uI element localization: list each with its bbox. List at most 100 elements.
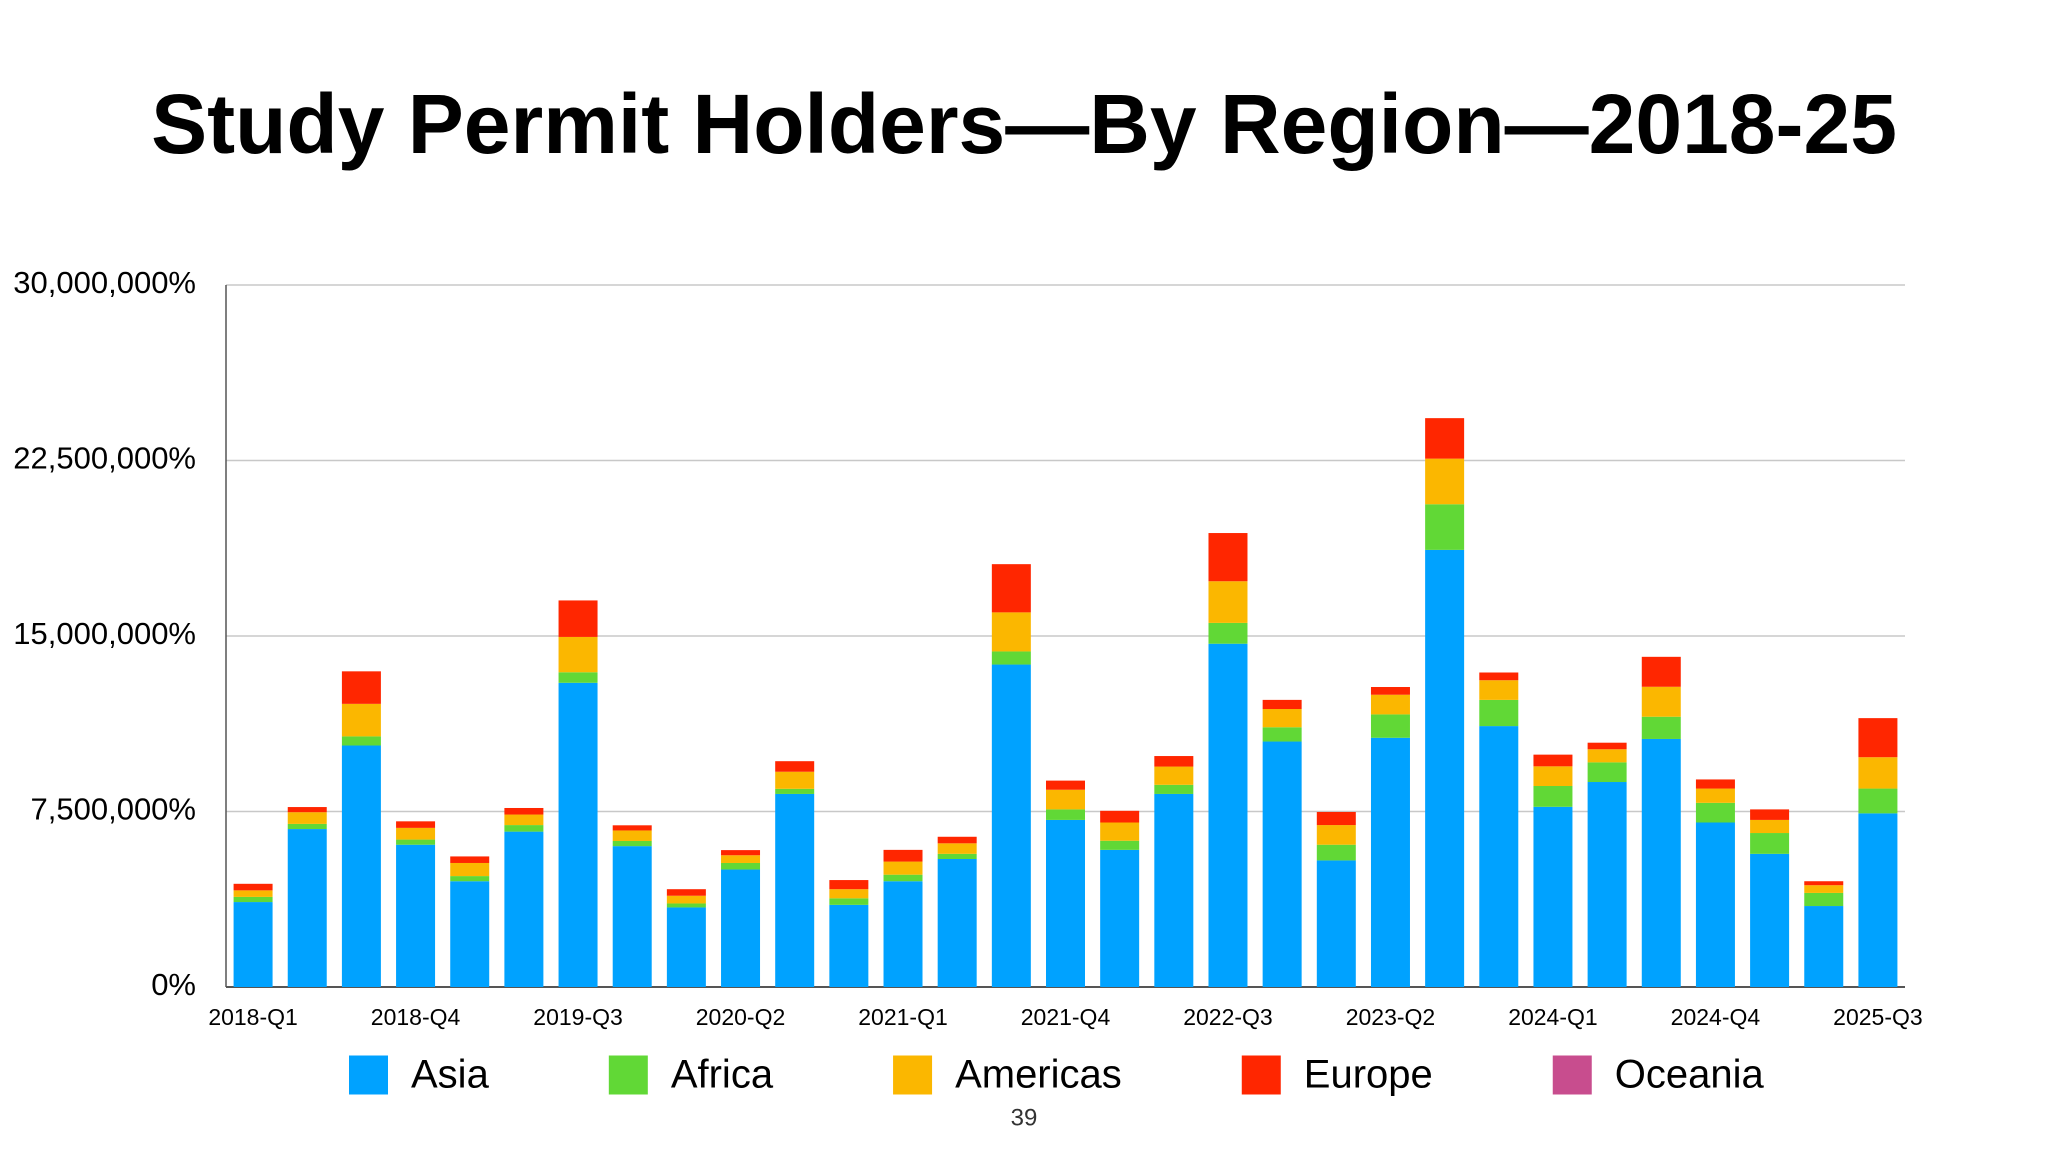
x-tick-label: 2024-Q1 xyxy=(1508,1004,1598,1030)
bar-segment xyxy=(1804,885,1844,893)
bar-segment xyxy=(450,881,490,987)
bar-segment xyxy=(721,850,761,856)
bar-segment xyxy=(775,761,815,772)
bar-segment xyxy=(612,830,652,841)
bar-segment xyxy=(1750,819,1790,834)
bar-segment xyxy=(829,904,869,987)
bar-segment xyxy=(341,671,381,704)
bar-segment xyxy=(1425,418,1465,459)
bar-segment xyxy=(1858,757,1898,789)
bar-segment xyxy=(991,651,1031,665)
bar-segment xyxy=(1641,686,1681,717)
bar-segment xyxy=(1479,680,1519,700)
page-number: 39 xyxy=(1011,1104,1038,1131)
y-tick-label: 7,500,000% xyxy=(31,792,196,827)
bar-segment xyxy=(1262,699,1302,710)
bar-segment xyxy=(883,861,923,875)
legend-swatch xyxy=(1241,1055,1281,1095)
bar-segment xyxy=(1370,694,1410,715)
bar-segment xyxy=(1641,656,1681,687)
bar-segment xyxy=(1154,784,1194,794)
bar-segment xyxy=(450,862,490,877)
bar-segment xyxy=(1533,806,1573,987)
legend-swatch xyxy=(1552,1055,1592,1095)
bar-segment xyxy=(1154,756,1194,767)
bar-segment xyxy=(233,896,273,903)
bar-segment xyxy=(721,869,761,987)
bar-segment xyxy=(1316,825,1356,845)
bar-segment xyxy=(1100,840,1140,850)
bar-segment xyxy=(450,876,490,882)
legend-label: Europe xyxy=(1304,1053,1433,1097)
bar-segment xyxy=(1858,813,1898,987)
bar-segment xyxy=(1587,742,1627,750)
bar-segment xyxy=(1208,643,1248,987)
bar-segment xyxy=(1695,822,1735,987)
bar-segment xyxy=(287,807,327,813)
bar-segment xyxy=(991,564,1031,613)
bar-segment xyxy=(1804,906,1844,987)
y-tick-label: 15,000,000% xyxy=(13,616,196,651)
bar-segment xyxy=(775,788,815,794)
bar-segment xyxy=(1208,622,1248,644)
bar-segment xyxy=(1479,699,1519,727)
bar-segment xyxy=(1100,810,1140,823)
bar-segment xyxy=(1208,533,1248,582)
bar-segment xyxy=(666,907,706,987)
bar-segment xyxy=(991,664,1031,987)
bar-segment xyxy=(341,745,381,987)
bar-segment xyxy=(829,880,869,890)
bar-segment xyxy=(1370,714,1410,738)
x-tick-label: 2018-Q1 xyxy=(208,1004,298,1030)
bar-segment xyxy=(1750,809,1790,820)
bar-segment xyxy=(775,793,815,987)
bar-segment xyxy=(666,903,706,908)
bar-segment xyxy=(1370,687,1410,695)
y-tick-label: 30,000,000% xyxy=(13,265,196,300)
x-tick-label: 2020-Q2 xyxy=(696,1004,786,1030)
bar-segment xyxy=(1533,766,1573,786)
legend-label: Africa xyxy=(671,1053,774,1097)
bar-segment xyxy=(721,855,761,863)
bar-segment xyxy=(612,825,652,831)
bar-segment xyxy=(1695,802,1735,823)
bar-segment xyxy=(1533,754,1573,767)
y-tick-label: 22,500,000% xyxy=(13,441,196,476)
bar-segment xyxy=(1587,782,1627,987)
bar-segment xyxy=(1262,709,1302,728)
legend-swatch xyxy=(349,1055,388,1095)
bar-segment xyxy=(883,849,923,862)
bar-segment xyxy=(233,902,273,987)
legend-swatch xyxy=(893,1055,933,1095)
bar-segment xyxy=(1587,762,1627,783)
bar-segment xyxy=(1154,793,1194,987)
bar-segment xyxy=(1750,833,1790,854)
bar-segment xyxy=(558,672,598,683)
x-tick-label: 2024-Q4 xyxy=(1671,1004,1761,1030)
bar-segment xyxy=(1425,504,1465,550)
bar-segment xyxy=(396,821,436,828)
bar-segment xyxy=(287,829,327,987)
bar-segment xyxy=(1533,785,1573,807)
bar-segment xyxy=(1695,788,1735,803)
bar-segment xyxy=(612,840,652,847)
x-tick-label: 2025-Q3 xyxy=(1833,1004,1923,1030)
legend-label: Asia xyxy=(411,1053,490,1097)
bar-segment xyxy=(721,862,761,870)
bar-segment xyxy=(287,823,327,830)
bar-segment xyxy=(1154,766,1194,785)
bar-segment xyxy=(287,812,327,824)
bar-segment xyxy=(1587,749,1627,763)
bar-segment xyxy=(1046,819,1085,987)
bar-segment xyxy=(612,846,652,987)
bar-segment xyxy=(1046,780,1085,790)
bar-segment xyxy=(829,889,869,899)
bar-segment xyxy=(504,825,544,832)
x-tick-label: 2022-Q3 xyxy=(1183,1004,1273,1030)
bar-segment xyxy=(396,839,436,845)
bar-segment xyxy=(1479,726,1519,987)
bar-segment xyxy=(991,612,1031,652)
bar-segment xyxy=(341,736,381,746)
